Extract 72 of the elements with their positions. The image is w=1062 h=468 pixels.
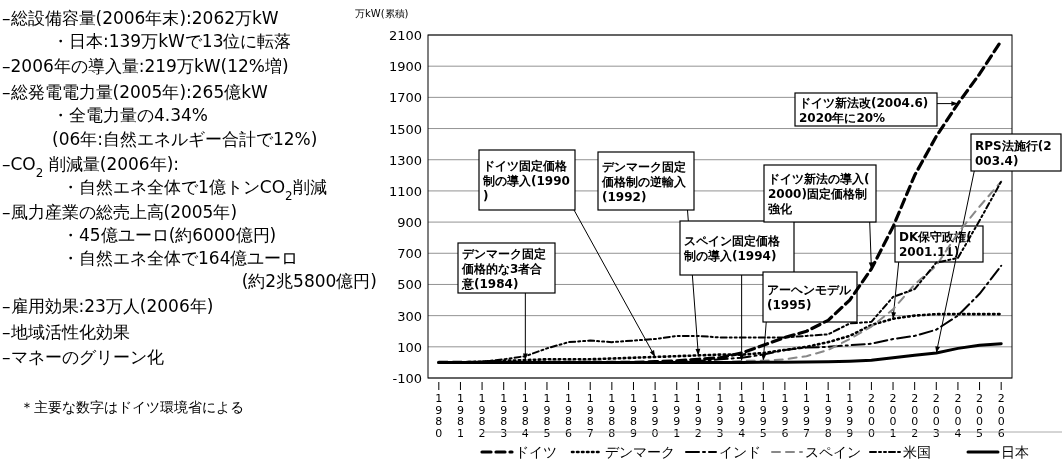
legend-label: スペイン (805, 444, 861, 460)
x-tick-label: 1981 (456, 392, 464, 440)
text: –雇用効果:23万人(2006年) (2, 296, 214, 316)
x-tick-label: 1997 (803, 392, 811, 440)
x-tick-label: 1987 (586, 392, 594, 440)
x-tick-label: 2001 (889, 392, 897, 440)
annotation: デンマーク固定価格的な3者合意(1984) (461, 246, 546, 291)
x-tick-label: 2002 (911, 392, 919, 440)
text: ・全電力量の4.34% (52, 105, 209, 125)
annotation: デンマーク固定価格制の逆輸入(1992) (601, 159, 687, 204)
picture-callout: アーヘンモデル(1995) (761, 271, 858, 362)
annotation: アーヘンモデル(1995) (767, 283, 852, 312)
x-tick-label: 1993 (716, 392, 724, 440)
annotation: ドイツ新法改(2004.6)2020年に20% (799, 95, 929, 125)
x-tick-label: 2005 (976, 392, 984, 440)
y-tick-label: -100 (392, 371, 422, 386)
y-tick-label: 300 (397, 308, 422, 324)
y-tick-label: 1900 (388, 59, 422, 75)
legend-label: 日本 (1001, 444, 1029, 460)
x-tick-label: 1996 (781, 392, 789, 440)
annotation: ドイツ新法の導入(2000)固定価格制強化 (768, 172, 870, 216)
y-tick-label: 500 (397, 277, 422, 293)
x-tick-label: 1982 (478, 392, 486, 440)
text: ・自然エネ全体で1億トンCO$_{2}$削減 (62, 177, 327, 203)
y-tick-label: 900 (397, 215, 422, 231)
annotation: RPS法施行(2003.4) (975, 138, 1052, 168)
annotation: スペイン固定価格制の導入(1994) (683, 234, 781, 263)
text: ・45億ユーロ(約6000億円) (62, 225, 277, 245)
x-tick-label: 1980 (435, 392, 443, 440)
x-tick-label: 1986 (565, 392, 573, 440)
x-tick-label: 1999 (846, 392, 854, 440)
x-tick-label: 1995 (759, 392, 767, 440)
x-tick-label: 2003 (932, 392, 940, 440)
text: –地域活性化効果 (2, 322, 130, 342)
x-tick-label: 1998 (824, 392, 832, 440)
picture-callout: ドイツ新法改(2004.6)2020年に20% (794, 92, 959, 127)
x-tick-label: 1989 (629, 392, 637, 440)
y-tick-label: 1300 (388, 152, 422, 168)
annotation: ドイツ固定価格制の導入(1990) (482, 158, 570, 203)
text: (約2兆5800億円) (241, 271, 377, 291)
x-tick-label: 1984 (521, 392, 529, 440)
x-tick-label: 1985 (543, 392, 551, 440)
text: ・自然エネ全体で164億ユーロ (62, 248, 299, 268)
text: –マネーのグリーン化 (2, 347, 164, 367)
x-tick-label: 2004 (954, 392, 962, 440)
legend-label: インド (719, 444, 761, 460)
y-tick-label: 1500 (388, 121, 422, 137)
text: –2006年の導入量:219万kW(12%増) (2, 56, 289, 76)
text: ＊主要な数字はドイツ環境省による (20, 399, 244, 415)
x-tick-label: 1992 (694, 392, 702, 440)
y-tick-label: 1100 (388, 183, 422, 199)
x-tick-label: 1990 (651, 392, 659, 440)
y-axis-title: 万kW(累積) (355, 8, 409, 19)
legend-label: デンマーク (605, 444, 675, 460)
y-tick-label: 100 (397, 339, 422, 355)
text: –風力産業の総売上高(2005年) (2, 202, 238, 222)
x-tick-label: 1994 (738, 392, 746, 440)
y-tick-label: 700 (397, 246, 422, 262)
x-tick-label: 2000 (867, 392, 875, 440)
text: –総発電電力量(2005年):265億kW (2, 82, 269, 102)
x-tick-label: 1988 (608, 392, 616, 440)
x-tick-label: 1983 (500, 392, 508, 440)
legend-label: ドイツ (515, 444, 557, 460)
text: ・日本:139万kWで13位に転落 (52, 31, 292, 51)
y-tick-label: 1700 (388, 90, 422, 106)
text: –CO$_{2}$ 削減量(2006年): (2, 154, 180, 180)
text: –総設備容量(2006年末):2062万kW (2, 8, 279, 28)
x-tick-label: 2006 (997, 392, 1005, 440)
x-tick-label: 1991 (673, 392, 681, 440)
y-tick-label: 2100 (388, 28, 422, 43)
legend-label: 米国 (903, 444, 931, 460)
text: (06年:自然エネルギー合計で12%) (52, 129, 318, 149)
